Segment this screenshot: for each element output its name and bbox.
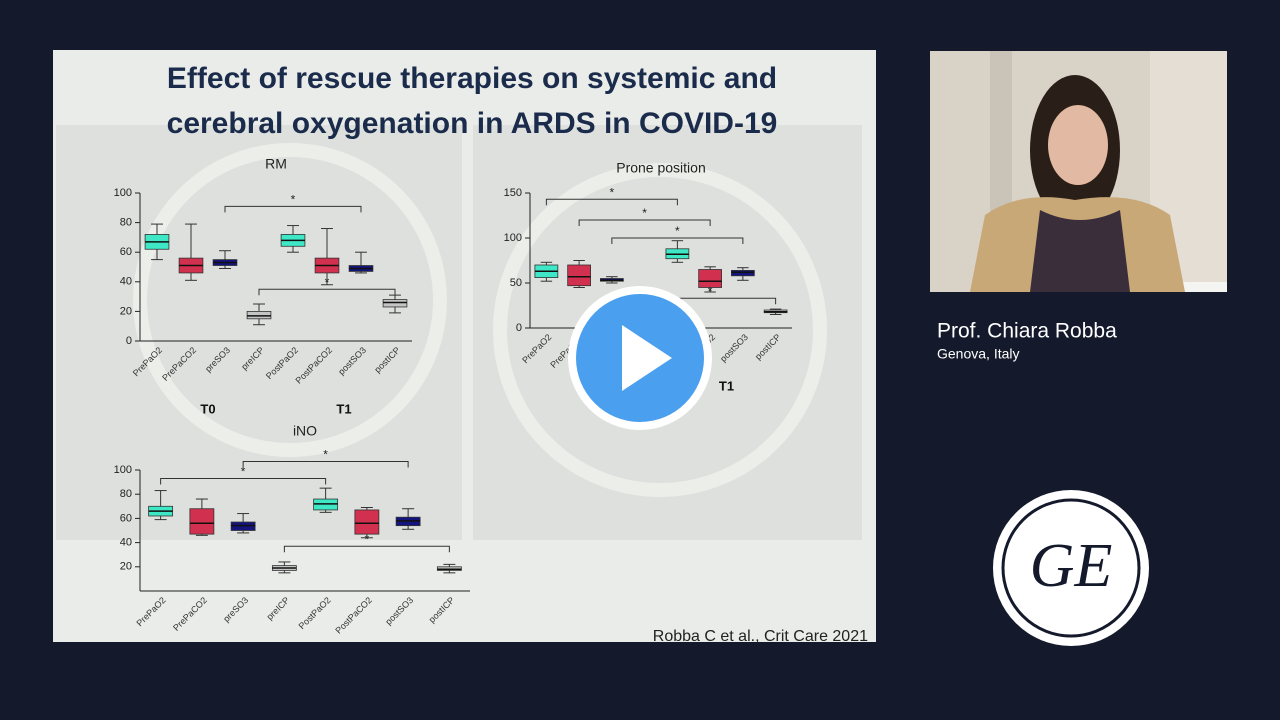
y-tick-label: 50 <box>510 277 522 289</box>
group-label: T1 <box>719 378 734 393</box>
y-tick-label: 0 <box>516 322 522 334</box>
citation: Robba C et al., Crit Care 2021 <box>653 628 868 645</box>
y-tick-label: 40 <box>120 537 132 549</box>
y-tick-label: 20 <box>120 561 132 573</box>
play-button[interactable] <box>568 286 712 430</box>
significance-bracket <box>578 219 711 226</box>
box <box>698 269 722 288</box>
significance-label: * <box>291 192 296 206</box>
speaker-location: Genova, Italy <box>937 346 1020 362</box>
significance-bracket <box>611 237 744 244</box>
y-tick-label: 60 <box>120 246 132 258</box>
significance-label: * <box>365 532 370 546</box>
significance-bracket <box>224 205 362 213</box>
logo-text: GE <box>1030 532 1113 600</box>
group-label: T1 <box>336 401 351 416</box>
significance-bracket <box>545 198 678 206</box>
speaker-name: Prof. Chiara Robba <box>937 320 1117 343</box>
box <box>189 508 215 535</box>
y-tick-label: 150 <box>504 187 522 199</box>
watermark <box>493 163 827 497</box>
brand-logo: GE <box>993 490 1149 646</box>
y-tick-label: 100 <box>114 464 132 476</box>
significance-label: * <box>675 224 680 238</box>
y-tick-label: 80 <box>120 217 132 229</box>
y-tick-label: 40 <box>120 276 132 288</box>
box <box>567 264 591 287</box>
significance-bracket <box>160 477 327 485</box>
group-label: T0 <box>200 401 215 416</box>
chart-title: RM <box>265 156 287 172</box>
box <box>731 269 755 277</box>
chart-title: Prone position <box>616 160 706 176</box>
significance-bracket <box>283 545 450 553</box>
slide-title: cerebral oxygenation in ARDS in COVID-19 <box>167 107 778 140</box>
significance-label: * <box>708 284 713 298</box>
y-tick-label: 100 <box>504 232 522 244</box>
significance-label: * <box>323 448 328 462</box>
speaker-video <box>930 51 1227 292</box>
box <box>354 509 380 535</box>
significance-label: * <box>642 206 647 220</box>
significance-bracket <box>242 461 409 468</box>
y-tick-label: 0 <box>126 335 132 347</box>
y-tick-label: 60 <box>120 512 132 524</box>
y-tick-label: 80 <box>120 488 132 500</box>
significance-label: * <box>610 185 615 199</box>
significance-label: * <box>325 275 330 289</box>
y-tick-label: 100 <box>114 187 132 199</box>
slide-title: Effect of rescue therapies on systemic a… <box>167 62 777 95</box>
chart-title: iNO <box>293 423 317 439</box>
y-tick-label: 20 <box>120 305 132 317</box>
significance-bracket <box>258 288 396 296</box>
significance-label: * <box>241 465 246 479</box>
